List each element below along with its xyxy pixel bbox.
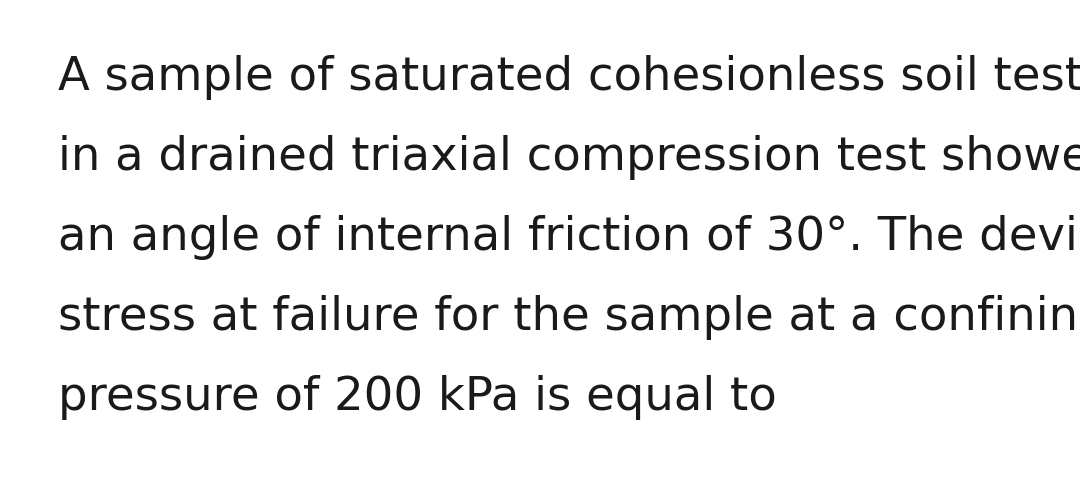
Text: A sample of saturated cohesionless soil tested: A sample of saturated cohesionless soil … bbox=[58, 55, 1080, 100]
Text: pressure of 200 kPa is equal to: pressure of 200 kPa is equal to bbox=[58, 375, 777, 420]
Text: in a drained triaxial compression test showed: in a drained triaxial compression test s… bbox=[58, 135, 1080, 180]
Text: stress at failure for the sample at a confining: stress at failure for the sample at a co… bbox=[58, 295, 1080, 340]
Text: an angle of internal friction of 30°. The deviator: an angle of internal friction of 30°. Th… bbox=[58, 215, 1080, 260]
